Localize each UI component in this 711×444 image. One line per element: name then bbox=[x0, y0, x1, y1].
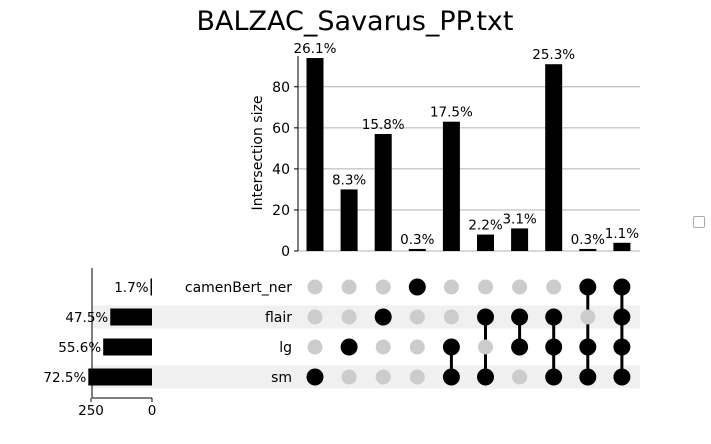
intersection-bar bbox=[442, 121, 460, 252]
set-size-tick-label: 250 bbox=[78, 403, 104, 419]
chart-title: BALZAC_Savarus_PP.txt bbox=[197, 6, 514, 37]
matrix-row-stripes bbox=[92, 305, 640, 389]
intersection-matrix bbox=[306, 278, 631, 386]
matrix-dot-inactive bbox=[443, 279, 459, 295]
intersection-bar bbox=[477, 234, 494, 251]
matrix-dot-active bbox=[306, 368, 324, 386]
matrix-dot-inactive bbox=[580, 309, 596, 325]
matrix-dot-active bbox=[477, 368, 494, 386]
intersection-bar bbox=[579, 248, 597, 251]
intersection-bar bbox=[511, 228, 529, 251]
set-size-label: 1.7% bbox=[114, 280, 148, 296]
matrix-dot-active bbox=[579, 368, 597, 386]
set-size-label: 72.5% bbox=[43, 370, 86, 386]
matrix-dot-active bbox=[408, 278, 426, 296]
matrix-dot-active bbox=[545, 338, 563, 356]
y-tick-label: 0 bbox=[281, 244, 290, 260]
set-size-label: 47.5% bbox=[65, 310, 108, 326]
set-size-bar bbox=[88, 368, 152, 386]
matrix-dot-inactive bbox=[512, 279, 528, 295]
intersection-bar-label: 3.1% bbox=[502, 211, 536, 227]
matrix-dot-inactive bbox=[443, 309, 459, 325]
matrix-dot-inactive bbox=[409, 309, 425, 325]
matrix-dot-inactive bbox=[341, 279, 357, 295]
matrix-dot-active bbox=[511, 308, 529, 326]
matrix-dot-inactive bbox=[409, 369, 425, 385]
matrix-dot-inactive bbox=[375, 369, 391, 385]
set-size-bar bbox=[110, 308, 152, 326]
matrix-dot-active bbox=[442, 338, 460, 356]
matrix-dot-active bbox=[511, 338, 529, 356]
intersection-bars: 26.1% 8.3% 15.8% 0.3% 17.5% 2.2% 3.1% 25.3% 0.3%… bbox=[294, 41, 639, 252]
matrix-dot-inactive bbox=[307, 309, 323, 325]
set-name-label: flair bbox=[265, 310, 292, 326]
set-name-label: sm bbox=[271, 370, 292, 386]
matrix-dot-inactive bbox=[375, 279, 391, 295]
matrix-dot-inactive bbox=[307, 339, 323, 355]
set-name-label: camenBert_ner bbox=[185, 280, 292, 296]
set-size-label: 55.6% bbox=[58, 340, 101, 356]
intersection-bar bbox=[545, 64, 563, 251]
matrix-dot-active bbox=[613, 338, 631, 356]
matrix-dot-active bbox=[442, 368, 460, 386]
matrix-dot-inactive bbox=[341, 369, 357, 385]
matrix-dot-inactive bbox=[546, 279, 562, 295]
set-size-bar bbox=[150, 278, 152, 296]
intersection-bar bbox=[306, 58, 324, 252]
intersection-bar-label: 1.1% bbox=[605, 226, 639, 242]
set-size-tick-label: 0 bbox=[148, 403, 157, 419]
matrix-dot-active bbox=[340, 338, 358, 356]
matrix-dot-inactive bbox=[375, 339, 391, 355]
intersection-bar-label: 8.3% bbox=[332, 172, 366, 188]
matrix-dot-inactive bbox=[409, 339, 425, 355]
matrix-dot-active bbox=[613, 278, 631, 296]
intersection-bar-label: 2.2% bbox=[468, 218, 502, 234]
intersection-bar bbox=[613, 242, 631, 251]
intersection-bar-label: 26.1% bbox=[294, 41, 337, 57]
matrix-dot-active bbox=[374, 308, 392, 326]
intersection-bar-label: 25.3% bbox=[532, 47, 575, 63]
set-name-label: lg bbox=[279, 340, 292, 356]
set-size-bars: 1.7% 47.5% 55.6% 72.5% 250 0 bbox=[43, 268, 156, 419]
matrix-dot-inactive bbox=[341, 309, 357, 325]
y-axis-label: Intersection size bbox=[250, 96, 266, 211]
intersection-bar-label: 15.8% bbox=[362, 117, 405, 133]
matrix-dot-active bbox=[579, 338, 597, 356]
matrix-row-stripe bbox=[92, 365, 640, 389]
matrix-dot-active bbox=[477, 308, 494, 326]
intersection-bar bbox=[374, 134, 392, 251]
matrix-dot-active bbox=[613, 368, 631, 386]
y-tick-label: 60 bbox=[272, 121, 290, 137]
matrix-row-stripe bbox=[92, 305, 640, 329]
matrix-dot-active bbox=[545, 368, 563, 386]
y-axis: 0 20 40 60 80 bbox=[272, 56, 299, 260]
y-tick-label: 20 bbox=[272, 203, 290, 219]
intersection-bar-label: 17.5% bbox=[430, 105, 473, 121]
intersection-bar-label: 0.3% bbox=[400, 232, 434, 248]
matrix-dot-active bbox=[579, 278, 597, 296]
matrix-dot-inactive bbox=[478, 279, 493, 295]
legend-marker[interactable] bbox=[693, 216, 705, 228]
matrix-dot-inactive bbox=[512, 369, 528, 385]
matrix-dot-active bbox=[613, 308, 631, 326]
y-tick-label: 40 bbox=[272, 162, 290, 178]
set-size-bar bbox=[103, 338, 152, 356]
intersection-bar bbox=[408, 248, 426, 251]
matrix-dot-active bbox=[545, 308, 563, 326]
matrix-dot-inactive bbox=[307, 279, 323, 295]
intersection-bar bbox=[340, 189, 358, 251]
y-tick-label: 80 bbox=[272, 80, 290, 96]
matrix-dot-inactive bbox=[478, 339, 493, 355]
intersection-bar-label: 0.3% bbox=[571, 232, 605, 248]
